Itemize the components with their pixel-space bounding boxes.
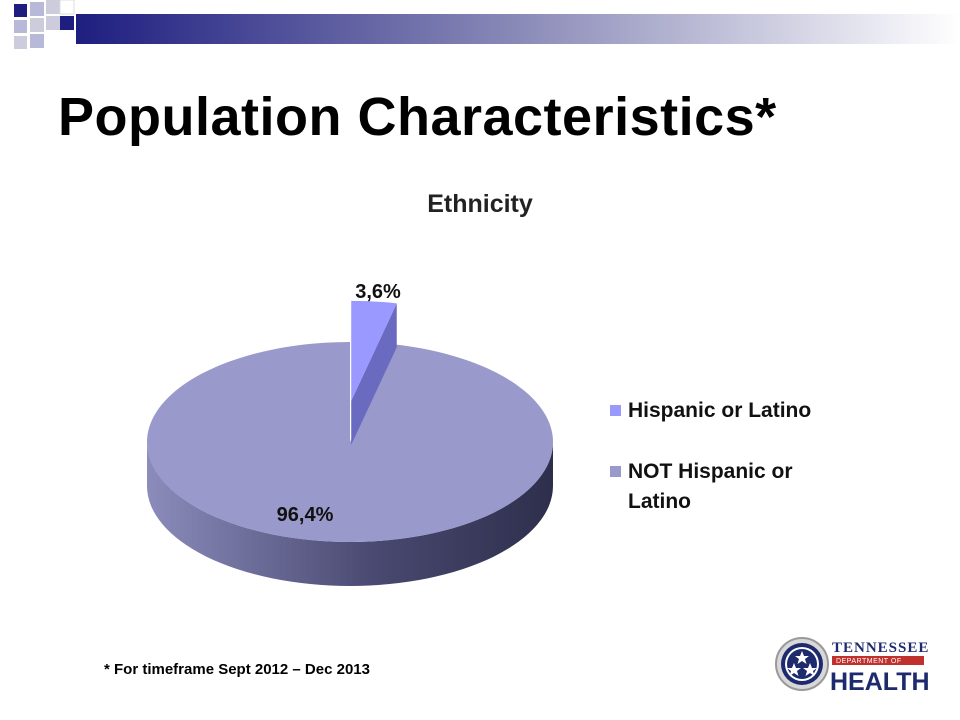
legend-swatch	[610, 466, 621, 477]
header-gradient-bar	[76, 14, 960, 44]
slide-title: Population Characteristics*	[58, 87, 777, 147]
deco-square	[30, 18, 44, 32]
deco-square	[30, 2, 44, 16]
star-icon	[803, 663, 817, 676]
deco-square	[46, 0, 60, 14]
logo-line-3: HEALTH	[830, 668, 930, 696]
deco-square	[59, 0, 75, 15]
data-label: 3,6%	[355, 281, 401, 303]
deco-square	[30, 34, 44, 48]
pie-slice-hispanic	[351, 300, 397, 445]
ethnicity-pie-chart: Ethnicity 3,6% 96,4% Hispanic or Latino NO…	[146, 190, 811, 586]
legend-entry: NOT Hispanic or	[628, 460, 793, 483]
logo-line-2: DEPARTMENT OF	[836, 658, 902, 665]
deco-square	[14, 20, 27, 33]
pie-slice-not-hispanic	[146, 342, 553, 586]
deco-square	[60, 16, 74, 30]
footnote: * For timeframe Sept 2012 – Dec 2013	[104, 661, 370, 678]
chart-legend: Hispanic or Latino NOT Hispanic or Latino	[610, 399, 811, 513]
data-label: 96,4%	[277, 504, 334, 526]
deco-square	[14, 36, 27, 49]
star-icon	[787, 663, 801, 676]
legend-entry: Hispanic or Latino	[628, 399, 811, 422]
tennessee-health-logo: TENNESSEE DEPARTMENT OF HEALTH	[775, 637, 930, 696]
deco-square	[46, 16, 60, 30]
chart-title: Ethnicity	[427, 190, 533, 218]
logo-line-1: TENNESSEE	[832, 640, 929, 656]
star-icon	[795, 651, 809, 664]
legend-entry: Latino	[628, 490, 691, 513]
deco-square	[14, 4, 27, 17]
legend-swatch	[610, 405, 621, 416]
slide-header-decoration	[14, 0, 960, 49]
